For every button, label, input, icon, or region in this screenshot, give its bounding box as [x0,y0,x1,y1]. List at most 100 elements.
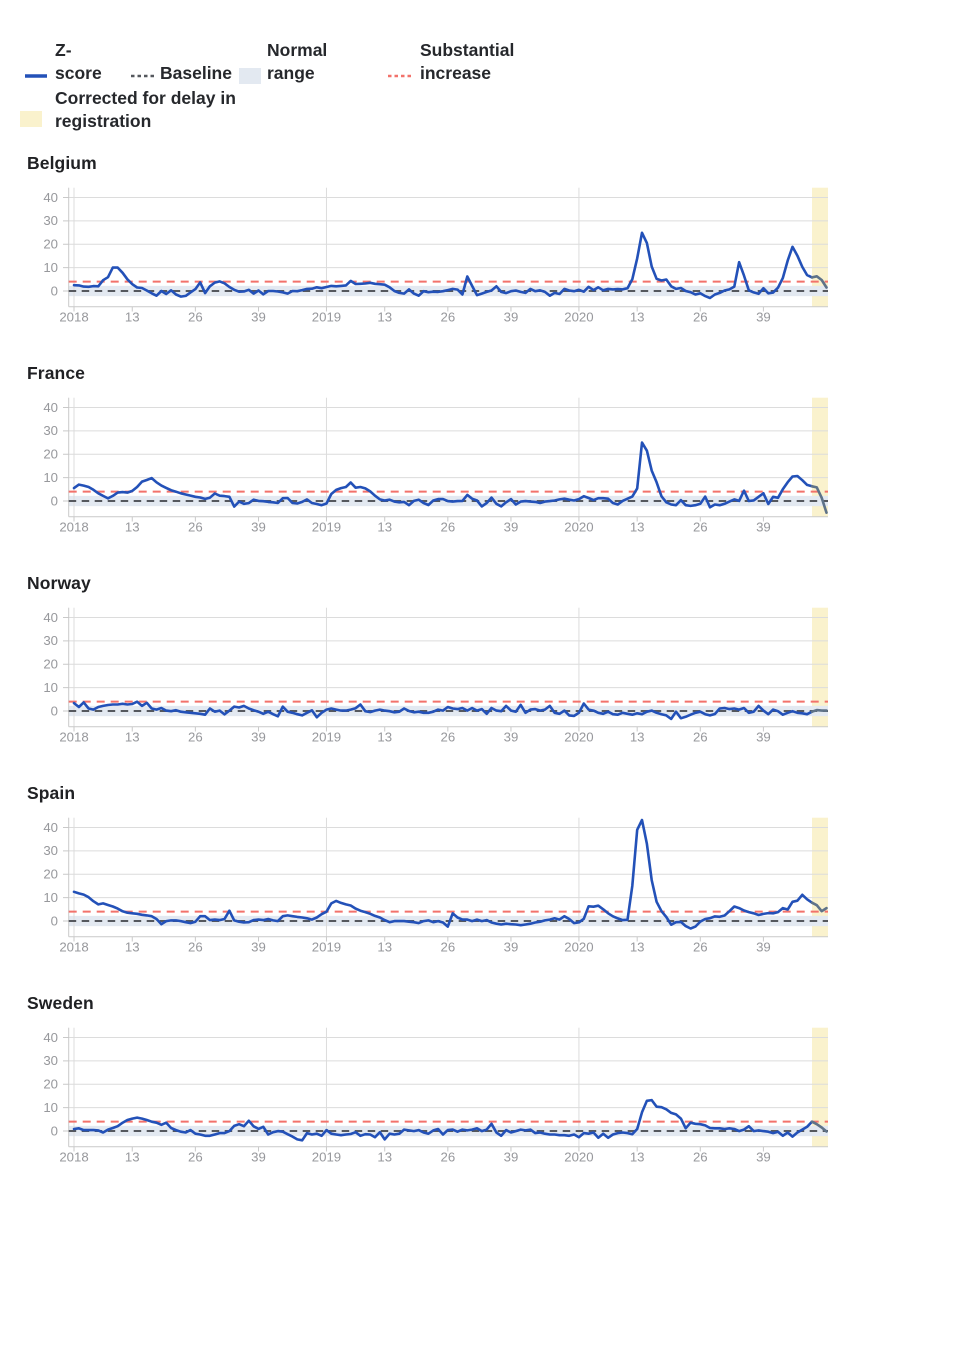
chart-title-norway: Norway [27,573,91,593]
y-tick-label: 40 [43,400,58,415]
x-tick-label: 13 [630,1150,645,1165]
x-tick-label: 39 [504,310,519,325]
x-tick-label: 26 [188,310,203,325]
legend-label-baseline: Baseline [160,62,232,85]
x-tick-label: 39 [251,310,266,325]
x-tick-label: 39 [756,310,771,325]
x-tick-label: 13 [377,940,392,955]
x-tick-label: 26 [440,1150,455,1165]
x-tick-label: 2020 [564,1150,593,1165]
x-tick-label: 2018 [59,520,88,535]
z-score-line-corrected-tail [810,1120,828,1133]
corrected-for-delay-zone [812,1027,828,1147]
legend-label-line: Normal [267,40,328,60]
legend-label-line: Corrected for delay in [55,88,236,108]
x-tick-label: 39 [251,940,266,955]
x-tick-label: 39 [504,730,519,745]
y-tick-label: 40 [43,190,58,205]
z-score-line [72,818,814,930]
chart-title-belgium: Belgium [27,153,97,173]
legend-label-normal-range: Normal range [267,39,327,84]
legend-label-line: score [55,62,102,83]
x-tick-label: 39 [251,1150,266,1165]
y-tick-label: 20 [43,1077,58,1092]
y-tick-label: 30 [43,843,58,858]
x-tick-label: 2020 [564,310,593,325]
y-tick-label: 0 [51,493,58,508]
z-score-line [72,1098,814,1142]
legend-label-z-score: Z- score [55,39,102,84]
x-tick-label: 39 [251,520,266,535]
baseline-dashed-swatch [131,74,156,77]
x-tick-label: 2019 [312,520,341,535]
x-tick-label: 39 [756,1150,771,1165]
x-tick-label: 2020 [564,730,593,745]
substantial-increase-dashed-swatch [388,74,413,77]
x-tick-label: 26 [188,1150,203,1165]
x-tick-label: 13 [377,310,392,325]
chart-title-france: France [27,363,85,383]
x-tick-label: 26 [440,310,455,325]
x-tick-label: 2018 [59,1150,88,1165]
x-tick-label: 2020 [564,940,593,955]
legend: Z- score Baseline Normal range Substanti… [0,0,960,140]
x-tick-label: 39 [504,940,519,955]
y-tick-label: 20 [43,657,58,672]
z-score-line [72,231,814,300]
x-tick-label: 39 [504,520,519,535]
x-tick-label: 26 [693,1150,708,1165]
y-tick-label: 30 [43,213,58,228]
y-tick-label: 0 [51,1123,58,1138]
z-score-line-swatch [25,73,47,78]
legend-label-line: Baseline [160,62,232,83]
x-tick-label: 39 [504,1150,519,1165]
x-tick-label: 13 [125,730,140,745]
y-tick-label: 30 [43,423,58,438]
legend-label-line: range [267,62,315,83]
legend-label-line: increase [420,62,492,83]
x-tick-label: 26 [188,940,203,955]
legend-label-line: registration [55,110,152,131]
normal-range-swatch [239,67,261,84]
y-tick-label: 0 [51,283,58,298]
x-tick-label: 13 [630,940,645,955]
chart-sweden: 0 10 20 30 40 2018 13 26 39 2019 13 26 39 2020 13 26 39 [43,1027,828,1165]
x-tick-label: 13 [377,520,392,535]
y-tick-label: 40 [43,1030,58,1045]
corrected-for-delay-zone [812,817,828,937]
x-tick-label: 2019 [312,730,341,745]
legend-label-corrected-for-delay: Corrected for delay in registration [55,87,236,132]
x-tick-label: 26 [693,310,708,325]
z-score-line [72,700,814,721]
legend-label-substantial-increase: Substantial increase [420,39,514,84]
x-tick-label: 26 [693,520,708,535]
z-score-line-corrected-tail [810,708,828,713]
chart-belgium: 0 10 20 30 40 2018 13 26 39 2019 13 26 39 2020 13 26 39 [43,187,828,325]
corrected-for-delay-zone [812,607,828,727]
y-tick-label: 30 [43,1053,58,1068]
z-score-line-corrected-tail [810,275,828,289]
x-tick-label: 13 [125,1150,140,1165]
y-tick-label: 10 [43,890,58,905]
z-score-line-corrected-tail [810,901,828,913]
corrected-for-delay-swatch [20,110,42,127]
x-tick-label: 2019 [312,1150,341,1165]
x-tick-label: 26 [440,730,455,745]
y-tick-label: 40 [43,820,58,835]
chart-spain: 0 10 20 30 40 2018 13 26 39 2019 13 26 39 2020 13 26 39 [43,817,828,955]
y-tick-label: 20 [43,867,58,882]
x-tick-label: 39 [756,520,771,535]
x-tick-label: 39 [251,730,266,745]
x-tick-label: 13 [630,730,645,745]
x-tick-label: 26 [693,940,708,955]
y-tick-label: 20 [43,237,58,252]
z-score-line [72,441,814,509]
y-tick-label: 30 [43,633,58,648]
z-score-line-corrected-tail [810,485,828,514]
chart-france: 0 10 20 30 40 2018 13 26 39 2019 13 26 39 2020 13 26 39 [43,397,828,535]
x-tick-label: 13 [630,520,645,535]
x-tick-label: 2019 [312,940,341,955]
chart-norway: 0 10 20 30 40 2018 13 26 39 2019 13 26 39 2020 13 26 39 [43,607,828,745]
x-tick-label: 26 [188,520,203,535]
